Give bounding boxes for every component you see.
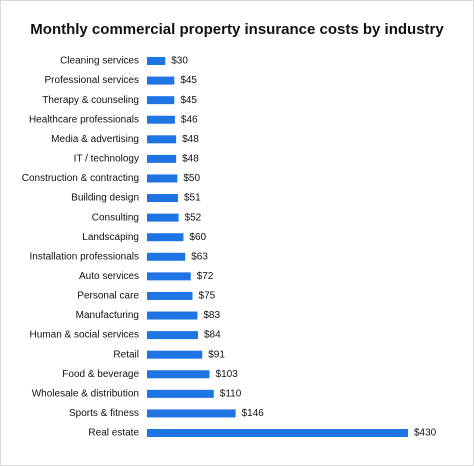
bar — [147, 154, 177, 163]
value-label: $50 — [183, 173, 200, 184]
category-label: Installation professionals — [29, 251, 139, 262]
bar — [147, 213, 179, 222]
category-label: Media & advertising — [51, 134, 139, 145]
value-label: $110 — [220, 388, 242, 399]
bar — [147, 291, 193, 300]
category-label: Landscaping — [82, 232, 139, 243]
bar — [147, 174, 178, 183]
value-label: $52 — [185, 212, 202, 223]
bar — [147, 233, 184, 242]
value-label: $51 — [184, 193, 201, 204]
category-label: Cleaning services — [60, 56, 139, 67]
bar — [147, 429, 408, 437]
bar — [147, 252, 186, 261]
value-label: $72 — [197, 271, 214, 282]
bar — [147, 194, 178, 203]
value-label: $46 — [181, 114, 198, 125]
bar — [147, 76, 175, 85]
bar — [147, 272, 191, 281]
value-label: $430 — [414, 428, 437, 439]
category-label: Wholesale & distribution — [32, 388, 139, 399]
category-label: Auto services — [79, 271, 139, 282]
bar — [147, 370, 210, 379]
category-label: Manufacturing — [76, 310, 139, 321]
category-label: IT / technology — [74, 154, 139, 165]
category-label: Construction & contracting — [22, 173, 139, 184]
chart-title: Monthly commercial property insurance co… — [30, 21, 444, 38]
value-label: $63 — [191, 251, 208, 262]
value-label: $84 — [204, 330, 221, 341]
value-label: $48 — [182, 134, 199, 145]
value-label: $103 — [216, 369, 239, 380]
value-label: $30 — [171, 56, 188, 67]
value-label: $91 — [208, 349, 225, 360]
category-label: Retail — [113, 349, 139, 360]
value-label: $75 — [199, 291, 216, 302]
bar — [147, 311, 198, 320]
value-label: $45 — [180, 95, 197, 106]
bar — [147, 409, 236, 418]
bar — [147, 115, 175, 124]
bar — [147, 331, 198, 340]
bar — [147, 96, 175, 105]
bar — [147, 135, 177, 144]
value-label: $83 — [203, 310, 220, 321]
bar — [147, 350, 203, 359]
value-label: $60 — [189, 232, 206, 243]
category-label: Healthcare professionals — [29, 114, 139, 125]
category-label: Professional services — [45, 75, 139, 86]
category-label: Building design — [71, 193, 139, 204]
value-label: $48 — [182, 154, 199, 165]
category-label: Consulting — [92, 212, 139, 223]
category-label: Sports & fitness — [69, 408, 139, 419]
bar — [147, 57, 166, 65]
category-label: Therapy & counseling — [42, 95, 139, 106]
value-label: $146 — [242, 408, 265, 419]
bar — [147, 389, 214, 398]
category-label: Human & social services — [30, 330, 139, 341]
category-label: Real estate — [88, 428, 139, 439]
value-label: $45 — [180, 75, 197, 86]
category-label: Food & beverage — [62, 369, 139, 380]
category-label: Personal care — [77, 291, 139, 302]
